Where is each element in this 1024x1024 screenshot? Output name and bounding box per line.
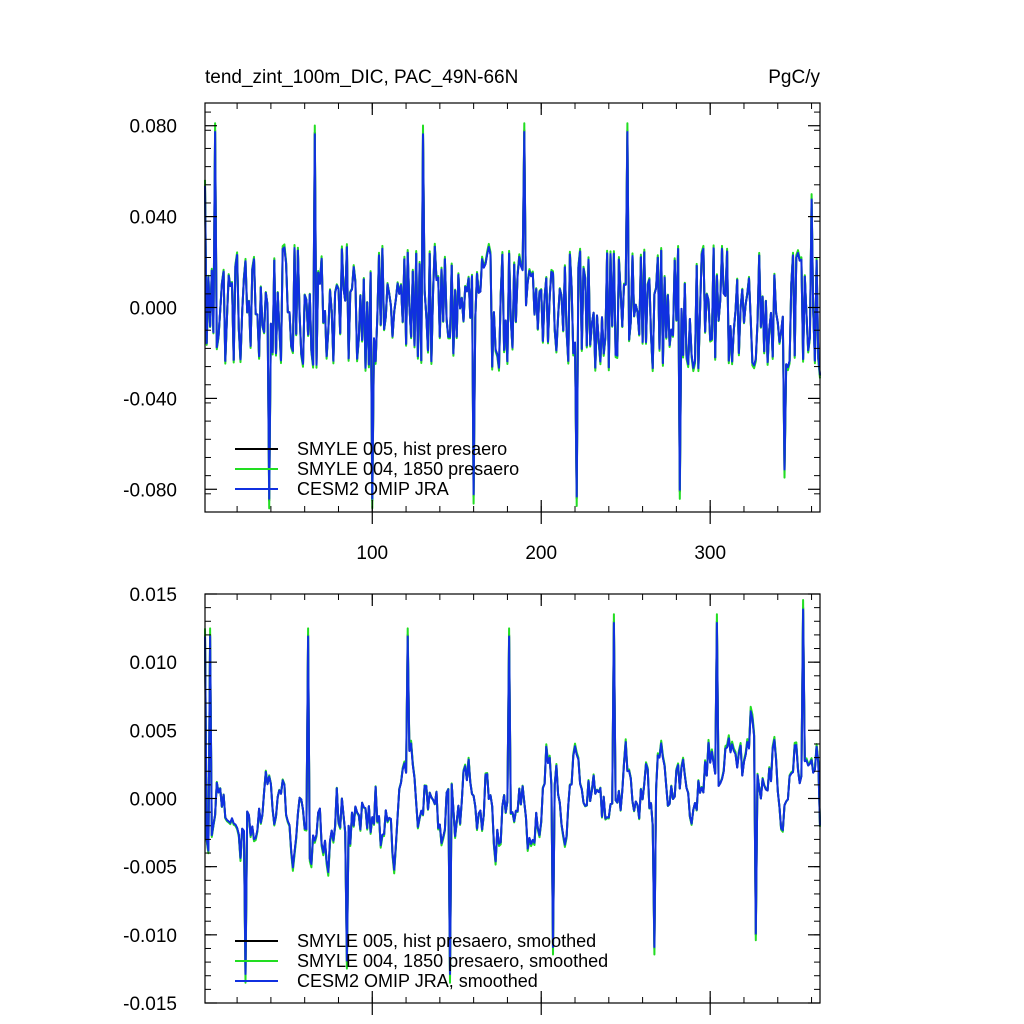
y-tick-label: 0.010 <box>129 653 177 674</box>
legend-label: SMYLE 005, hist presaero <box>297 439 507 459</box>
series-line-smyle005 <box>204 606 821 977</box>
y-tick-label: 0.015 <box>129 585 177 606</box>
y-tick-label: 0.040 <box>129 208 177 229</box>
legend-label: CESM2 OMIP JRA <box>297 479 449 499</box>
top-panel-lines <box>204 122 821 510</box>
y-tick-label: -0.015 <box>123 994 177 1015</box>
bottom-panel-axes: -0.015 -0.010 -0.005 0.000 0.005 0.010 0.015 <box>123 585 821 1015</box>
series-line-omip <box>204 131 821 500</box>
x-tick-label: 300 <box>694 543 726 564</box>
top-panel-units: PgC/y <box>768 67 820 88</box>
y-tick-label: 0.005 <box>129 721 177 742</box>
legend-label: SMYLE 004, 1850 presaero <box>297 459 519 479</box>
y-tick-label: -0.005 <box>123 858 177 879</box>
series-line-omip <box>204 608 821 975</box>
legend-label: SMYLE 005, hist presaero, smoothed <box>297 931 596 951</box>
top-panel: tend_zint_100m_DIC, PAC_49N-66N PgC/y -0… <box>123 67 821 564</box>
y-tick-label: -0.040 <box>123 389 177 410</box>
y-tick-label: 0.000 <box>129 790 177 811</box>
y-tick-label: 0.000 <box>129 299 177 320</box>
legend-label: SMYLE 004, 1850 presaero, smoothed <box>297 951 608 971</box>
x-tick-label: 100 <box>356 543 388 564</box>
bottom-panel-lines <box>204 599 821 984</box>
y-tick-label: -0.010 <box>123 926 177 947</box>
bottom-panel: -0.015 -0.010 -0.005 0.000 0.005 0.010 0.015 S… <box>123 585 821 1015</box>
top-panel-axes: -0.080 -0.040 0.000 0.040 0.080 100 200 300 <box>123 102 821 564</box>
top-panel-title: tend_zint_100m_DIC, PAC_49N-66N <box>205 67 518 88</box>
x-tick-label: 200 <box>525 543 557 564</box>
legend-label: CESM2 OMIP JRA, smoothed <box>297 971 538 991</box>
y-tick-label: 0.080 <box>129 117 177 138</box>
series-line-smyle004 <box>204 599 821 984</box>
bottom-panel-legend: SMYLE 005, hist presaero, smoothedSMYLE … <box>235 931 608 991</box>
y-tick-label: -0.080 <box>123 480 177 501</box>
